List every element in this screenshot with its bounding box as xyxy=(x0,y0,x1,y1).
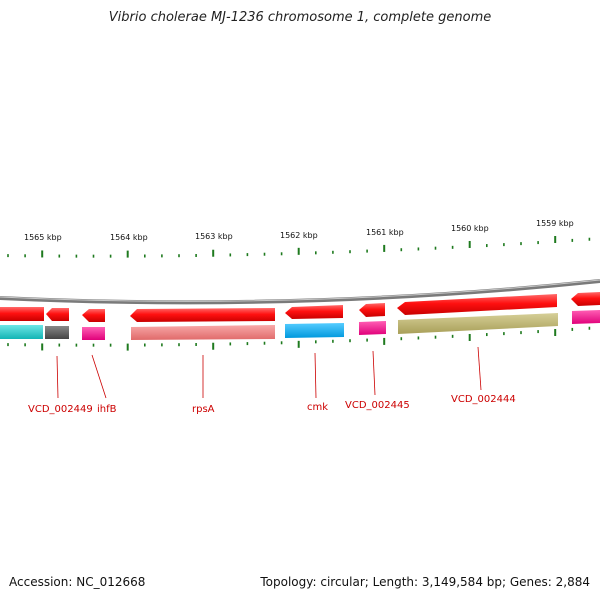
gene-label-ihfB: ihfB xyxy=(97,404,117,415)
scale-label-1564: 1564 kbp xyxy=(110,233,148,242)
cog-bar-magenta-ihfB xyxy=(82,327,105,340)
outer-scale-ticks xyxy=(7,236,591,258)
leader-VCD_002444 xyxy=(477,346,482,391)
scale-label-1562: 1562 kbp xyxy=(280,231,318,240)
cog-bar-olive-VCD_002444 xyxy=(398,313,558,334)
accession-text: Accession: NC_012668 xyxy=(9,575,146,589)
cog-bar-magenta-VCD_002443 xyxy=(572,310,600,324)
leader-VCD_002449 xyxy=(56,355,59,399)
cog-bar-salmon-rpsA xyxy=(131,325,275,340)
genome-summary-text: Topology: circular; Length: 3,149,584 bp… xyxy=(260,575,590,589)
chromosome-backbone-highlight xyxy=(0,279,600,302)
leader-VCD_002445 xyxy=(372,350,376,396)
gene-label-VCD_002449: VCD_002449 xyxy=(28,404,93,415)
gene-label-VCD_002445: VCD_002445 xyxy=(345,400,410,411)
cog-bar-blue-cmk xyxy=(285,323,344,338)
gene-arrow-VCD_002443[interactable] xyxy=(571,292,600,306)
inner-scale-ticks xyxy=(7,326,591,351)
leader-cmk xyxy=(314,352,317,399)
gene-arrow-VCD_002444[interactable] xyxy=(397,294,557,315)
gene-label-rpsA: rpsA xyxy=(192,404,215,415)
map-title: Vibrio cholerae MJ-1236 chromosome 1, co… xyxy=(108,10,492,25)
scale-label-1565: 1565 kbp xyxy=(24,233,62,242)
scale-label-1561: 1561 kbp xyxy=(366,228,404,237)
gene-label-VCD_002444: VCD_002444 xyxy=(451,394,516,405)
scale-label-1560: 1560 kbp xyxy=(451,224,489,233)
cog-bar-gray xyxy=(45,326,69,339)
gene-arrow-rpsA[interactable] xyxy=(130,308,275,322)
leader-ihfB xyxy=(91,354,107,399)
gene-arrow-VCD_002450[interactable] xyxy=(0,307,44,321)
scale-label-1559: 1559 kbp xyxy=(536,219,574,228)
gene-label-cmk: cmk xyxy=(307,402,328,413)
chromosome-backbone xyxy=(0,279,600,305)
gene-arrow-ihfB[interactable] xyxy=(82,309,105,322)
cog-bar-cyan xyxy=(0,325,43,339)
gene-arrow-cmk[interactable] xyxy=(285,305,343,319)
gene-arrow-VCD_002445[interactable] xyxy=(359,303,385,317)
scale-label-1563: 1563 kbp xyxy=(195,232,233,241)
cog-bar-magenta-VCD_002445 xyxy=(359,321,386,335)
gene-arrow-VCD_002449[interactable] xyxy=(46,308,69,321)
